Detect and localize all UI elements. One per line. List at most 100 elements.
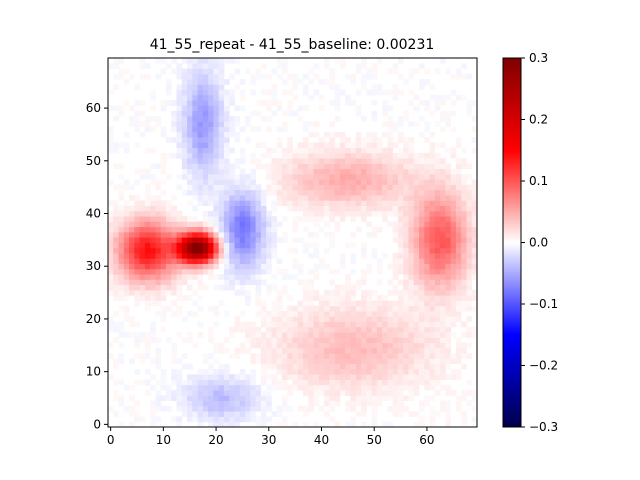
heatmap-cell <box>176 253 183 259</box>
heatmap-cell <box>176 274 183 280</box>
heatmap-cell <box>392 263 399 270</box>
heatmap-cell <box>144 268 151 275</box>
heatmap-cell <box>397 258 404 264</box>
heatmap-cell <box>176 210 183 217</box>
heatmap-cell <box>202 163 209 170</box>
heatmap-cell <box>361 179 367 185</box>
heatmap-cell <box>218 131 225 138</box>
heatmap-cell <box>160 295 167 301</box>
y-tick-label: 10 <box>86 365 101 379</box>
heatmap-cell <box>176 295 183 301</box>
heatmap-cell <box>281 358 288 365</box>
heatmap-cell <box>345 173 351 180</box>
heatmap-cell <box>181 353 188 359</box>
heatmap-cell <box>466 210 473 217</box>
heatmap-cell <box>308 332 314 338</box>
heatmap-cell <box>160 100 167 106</box>
heatmap-cell <box>329 358 336 365</box>
heatmap-cell <box>108 89 114 96</box>
heatmap-cell <box>260 405 267 412</box>
heatmap-cell <box>192 411 199 417</box>
heatmap-cell <box>339 168 346 175</box>
heatmap-cell <box>361 326 367 333</box>
heatmap-cell <box>260 374 267 380</box>
heatmap-cell <box>281 369 288 375</box>
heatmap-cell <box>329 379 336 386</box>
heatmap-cell <box>371 163 378 170</box>
heatmap-cell <box>471 332 478 338</box>
heatmap-cell <box>245 300 251 307</box>
heatmap-cell <box>129 195 135 201</box>
heatmap-cell <box>134 295 141 301</box>
heatmap-cell <box>371 363 378 370</box>
heatmap-cell <box>187 263 193 270</box>
heatmap-cell <box>450 189 457 196</box>
heatmap-cell <box>271 100 278 106</box>
heatmap-cell <box>160 200 167 206</box>
heatmap-cell <box>139 337 146 344</box>
heatmap-cell <box>218 79 225 85</box>
heatmap-cell <box>118 332 125 338</box>
heatmap-cell <box>134 84 141 91</box>
heatmap-cell <box>419 400 425 407</box>
heatmap-cell <box>392 221 399 228</box>
heatmap-cell <box>371 326 378 333</box>
heatmap-cell <box>313 274 320 280</box>
heatmap-cell <box>450 279 457 286</box>
heatmap-cell <box>208 110 214 117</box>
heatmap-cell <box>213 200 220 206</box>
heatmap-cell <box>234 405 241 412</box>
heatmap-cell <box>345 400 351 407</box>
heatmap-cell <box>150 326 156 333</box>
heatmap-cell <box>455 295 462 301</box>
heatmap-cell <box>260 89 267 96</box>
heatmap-cell <box>450 110 457 117</box>
heatmap-cell <box>334 379 341 386</box>
heatmap-cell <box>445 121 452 127</box>
heatmap-cell <box>202 200 209 206</box>
heatmap-cell <box>113 226 119 233</box>
heatmap-cell <box>450 295 457 301</box>
heatmap-cell <box>287 390 293 396</box>
heatmap-cell <box>392 210 399 217</box>
heatmap-cell <box>329 363 336 370</box>
heatmap-cell <box>297 384 304 391</box>
heatmap-cell <box>218 126 225 133</box>
heatmap-cell <box>445 179 452 185</box>
heatmap-cell <box>266 242 272 249</box>
heatmap-cell <box>376 184 383 191</box>
heatmap-cell <box>455 200 462 206</box>
heatmap-cell <box>150 195 156 201</box>
heatmap-cell <box>266 268 272 275</box>
heatmap-cell <box>218 168 225 175</box>
heatmap-cell <box>250 379 256 386</box>
heatmap-cell <box>366 384 372 391</box>
heatmap-cell <box>245 137 251 143</box>
heatmap-cell <box>266 311 272 317</box>
heatmap-cell <box>466 163 473 170</box>
heatmap-cell <box>434 184 441 191</box>
heatmap-cell <box>229 326 235 333</box>
heatmap-cell <box>455 316 462 322</box>
heatmap-cell <box>371 147 378 154</box>
heatmap-cell <box>419 268 425 275</box>
heatmap-cell <box>239 179 246 185</box>
heatmap-cell <box>450 242 457 249</box>
heatmap-cell <box>471 210 478 217</box>
heatmap-cell <box>424 342 430 349</box>
heatmap-cell <box>424 100 430 106</box>
heatmap-cell <box>308 205 314 212</box>
heatmap-cell <box>303 84 309 91</box>
heatmap-cell <box>113 63 119 69</box>
heatmap-cell <box>276 369 283 375</box>
heatmap-cell <box>429 416 436 423</box>
heatmap-cell <box>239 226 246 233</box>
heatmap-cell <box>329 384 336 391</box>
heatmap-cell <box>150 115 156 122</box>
heatmap-cell <box>471 100 478 106</box>
heatmap-cell <box>197 105 204 112</box>
heatmap-cell <box>429 142 436 149</box>
heatmap-cell <box>329 300 336 307</box>
heatmap-cell <box>324 374 330 380</box>
heatmap-cell <box>392 400 399 407</box>
